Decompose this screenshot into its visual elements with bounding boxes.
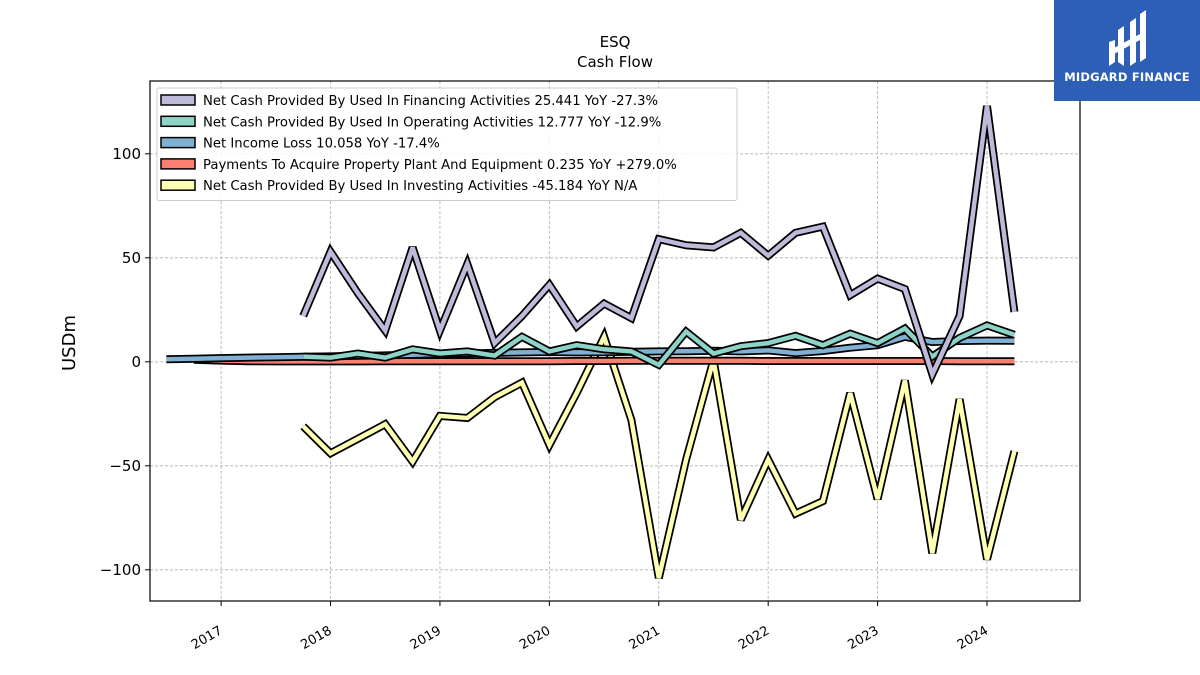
legend: Net Cash Provided By Used In Financing A… <box>156 87 738 201</box>
chart-title: ESQ <box>600 33 631 51</box>
series-line <box>299 105 1019 386</box>
legend-swatch <box>160 136 196 149</box>
legend-entry: Net Cash Provided By Used In Investing A… <box>203 179 637 194</box>
y-tick-label: 0 <box>131 353 141 371</box>
legend-entry: Payments To Acquire Property Plant And E… <box>203 158 677 173</box>
legend-entry: Net Income Loss 10.058 YoY -17.4% <box>203 137 440 152</box>
series-line <box>300 326 1019 579</box>
x-tick-label: 2024 <box>955 623 991 653</box>
y-tick-label: 50 <box>122 249 141 267</box>
y-tick-label: −100 <box>100 561 141 579</box>
x-tick-label: 2022 <box>736 623 772 653</box>
x-tick-label: 2020 <box>517 623 553 653</box>
plot-area-frame <box>149 80 1081 602</box>
x-tick-label: 2023 <box>845 623 881 653</box>
legend-entry: Net Cash Provided By Used In Operating A… <box>203 115 661 130</box>
brand-logo: MIDGARD FINANCE <box>1054 0 1200 101</box>
legend-swatch <box>160 94 196 106</box>
legend-swatch <box>160 115 196 128</box>
x-tick-label: 2021 <box>627 623 663 653</box>
x-tick-label: 2018 <box>298 623 334 653</box>
series-line <box>303 321 1016 370</box>
axis-ticks: −100 −50 0 50 100 2017 2018 2019 2020 2021 2022 202… <box>100 145 991 653</box>
chart-subtitle: Cash Flow <box>577 53 653 71</box>
logo-text: MIDGARD FINANCE <box>1064 70 1190 84</box>
legend-swatch <box>160 158 196 170</box>
series-line-fill <box>301 105 1017 381</box>
legend-box <box>156 87 738 201</box>
legend-entry: Net Cash Provided By Used In Financing A… <box>203 94 658 109</box>
y-tick-label: −50 <box>109 457 141 475</box>
series-line-fill <box>303 322 1016 368</box>
y-axis-label: USDm <box>59 315 80 371</box>
x-tick-label: 2019 <box>408 623 444 653</box>
x-tick-label: 2017 <box>189 623 225 653</box>
legend-swatch <box>160 179 196 191</box>
series-lines <box>166 105 1019 579</box>
series-line-fill <box>301 330 1017 579</box>
logo-mark-icon <box>1109 10 1146 66</box>
y-tick-label: 100 <box>112 145 141 163</box>
